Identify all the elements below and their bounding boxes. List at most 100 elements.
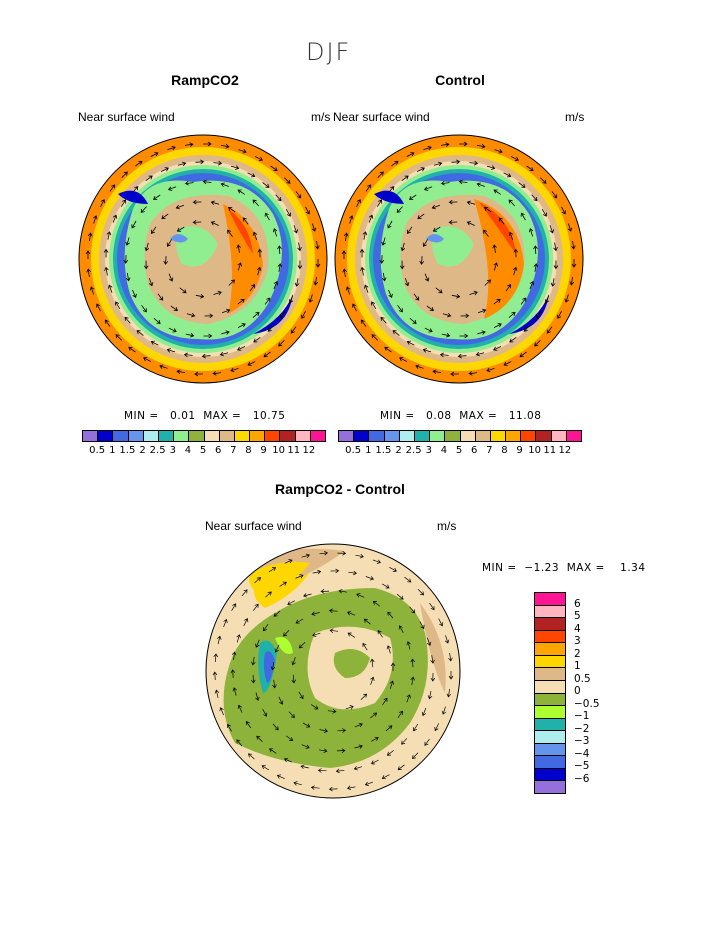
wind-vector-arrow [388,289,393,298]
wind-vector-arrow [466,200,476,206]
colorbar-tick-label: 0.5 [345,445,362,456]
wind-vector-arrow [376,199,383,207]
wind-vector-arrow [315,259,321,268]
wind-vector-arrow [297,260,303,270]
wind-vector-arrow [123,255,129,264]
colorbar-swatch [460,431,476,441]
wind-vector-arrow [423,145,432,151]
colorbar-swatch [535,680,565,694]
wind-vector-arrow [291,657,296,666]
wind-vector-arrow [152,194,161,200]
wind-vector-arrow [438,618,444,627]
colorbar-tick-label: 1 [365,445,372,456]
main-title: DJF [306,38,352,66]
wind-vector-arrow [194,371,203,377]
wind-vector-arrow [520,212,526,221]
wind-vector-arrow [534,340,541,347]
wind-vector-arrow [484,279,492,286]
wind-vector-arrow [410,658,415,668]
wind-vector-arrow [145,175,153,182]
wind-vector-arrow [295,191,302,199]
colorbar-tick-label: 4 [440,445,448,456]
wind-vector-arrow [245,720,252,729]
colorbar-tick-label: 8 [501,445,508,456]
wind-vector-arrow [364,781,374,786]
wind-vector-arrow [295,574,304,579]
colorbar-tick-label: 1.5 [119,445,136,456]
wind-vector-arrow [533,263,539,272]
colorbar-tick-label: −0.5 [574,697,600,710]
panel-stats: MIN = −1.23 MAX = 1.34 [482,562,646,574]
wind-vector-arrow [328,608,338,614]
colorbar-swatch [475,431,491,441]
wind-vector-arrow [345,705,354,710]
wind-vector-arrow [298,642,306,649]
wind-vector-arrow [397,764,405,771]
wind-vector-arrow [298,691,304,700]
wind-vector-arrow [476,143,486,149]
wind-vector-arrow [184,180,194,186]
wind-vector-arrow [341,250,347,259]
colorbar-swatch [490,431,507,441]
wind-vector-arrow [264,212,270,221]
colorbar-swatch [128,431,144,441]
wind-vector-arrow [529,280,535,290]
stats-min-value: −1.23 [524,562,560,574]
wind-vector-arrow [400,242,406,252]
colorbar-swatch [535,643,565,656]
wind-vector-arrow [184,142,194,147]
wind-vector-arrow [430,672,436,682]
wind-vector-arrow [413,723,419,732]
wind-vector-arrow [391,160,399,167]
wind-vector-arrow [308,294,313,303]
wind-vector-arrow [270,661,276,671]
wind-vector-arrow [227,229,233,237]
colorbar-swatch [369,431,385,441]
wind-vector-arrow [301,744,310,749]
wind-vector-arrow [251,674,256,684]
wind-vector-arrow [265,591,272,598]
wind-vector-arrow [311,223,317,232]
wind-vector-arrow [104,266,109,276]
colorbar-tick-label: 2 [574,647,581,660]
wind-vector-arrow [163,256,169,265]
wind-vector-arrow [424,327,433,333]
wind-vector-arrow [404,576,412,583]
colorbar-swatch [399,431,415,441]
wind-vector-arrow [236,739,243,747]
wind-vector-arrow [379,255,385,264]
colorbar-tick-label: 0.5 [574,672,591,685]
wind-vector-arrow [477,308,487,314]
wind-vector-arrow [460,313,470,319]
wind-vector-arrow [444,635,450,644]
wind-vector-arrow [290,326,297,334]
wind-vector-arrow [230,367,239,373]
wind-vector-arrow [422,239,428,247]
wind-vector-arrow [387,220,393,229]
wind-vector-arrow [382,697,388,706]
wind-vector-arrow [312,632,321,637]
colorbar-rampco2 [82,430,326,442]
wind-vector-arrow [267,325,274,332]
wind-vector-arrow [381,774,390,780]
colorbar-tick-label: 11 [543,445,557,456]
colorbar-tick-label: 7 [230,445,237,456]
wind-vector-arrow [336,748,346,753]
wind-vector-arrow [262,182,270,188]
wind-vector-arrow [278,340,285,347]
wind-vector-arrow [412,752,419,760]
wind-vector-arrow [440,180,450,186]
wind-vector-arrow [362,642,368,651]
wind-vector-arrow [263,351,271,358]
wind-vector-arrow [236,244,241,253]
wind-vector-arrow [161,213,169,220]
wind-vector-arrow [426,637,432,646]
wind-vector-arrow [439,352,449,358]
wind-vector-arrow [492,244,497,253]
wind-vector-arrow [477,330,486,335]
wind-vector-arrow [406,641,411,650]
colorbar-labels-difference: 6 5 4 3 2 1 0.5 0 −0.5 −1 −2 −3 −4 −5 −6 [574,592,614,792]
wind-vector-arrow [219,351,229,357]
colorbar-tick-label: −5 [574,760,590,772]
wind-vector-arrow [343,232,349,242]
